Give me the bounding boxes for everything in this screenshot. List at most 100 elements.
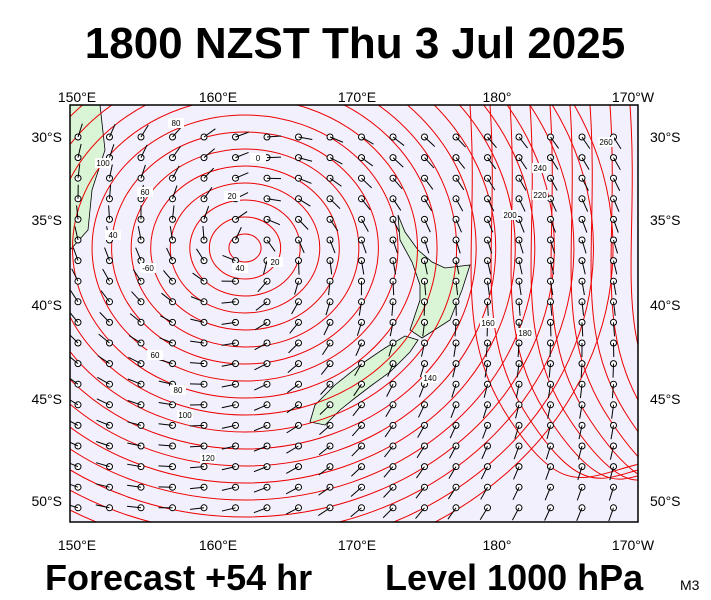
wind-barb [263,260,268,275]
contour-label-bg [502,210,518,220]
wind-barb [192,272,205,282]
lat-label-right: 40°S [650,297,681,313]
wind-barb [77,143,82,158]
wind-barb [455,260,460,275]
wind-barb [581,177,589,191]
wind-barb [422,322,425,337]
wind-barb [353,383,362,397]
wind-barb [482,404,488,419]
wind-barb [102,268,110,282]
contour-label: 100 [96,159,110,168]
forecast-label: Forecast +54 hr [45,557,312,598]
isobar [70,105,497,467]
wind-barb [361,260,365,275]
wind-barb [511,507,520,521]
wind-barb [449,445,457,459]
contour-label: 0 [256,154,261,163]
contour-label-bg [267,257,283,267]
wind-barb [318,507,331,516]
wind-barb [455,136,466,148]
wind-barb [109,164,113,179]
wind-barb [550,281,554,296]
wind-barb [221,445,236,450]
wind-barb [286,424,299,434]
wind-barb [581,198,589,212]
wind-barb [487,281,490,296]
wind-barb [382,507,394,519]
isobar [70,105,516,484]
title: 1800 NZST Thu 3 Jul 2025 [85,19,625,68]
wind-barb [253,486,268,493]
wind-barb [291,301,299,315]
wind-barb [447,486,457,500]
wind-barb [611,384,614,399]
wind-barb [329,219,339,232]
isobar [228,233,262,263]
wind-barb [383,466,394,478]
isobar [70,105,458,433]
lon-label-bottom: 160°E [199,537,237,553]
wind-barb [608,507,614,522]
wind-barb [351,445,362,457]
isobar [629,105,638,348]
isobar [70,105,477,450]
lon-label-top: 170°E [338,89,376,105]
wind-barb [70,441,79,447]
wind-barb [72,247,79,261]
wind-barb [609,445,614,460]
wind-barb [550,301,553,316]
wind-barb [70,289,79,303]
wind-barb [579,384,583,399]
isobar [111,131,379,365]
wind-barb [97,355,110,365]
wind-barb [70,462,79,468]
wind-barb [424,177,434,190]
wind-barb [172,185,178,199]
wind-barb [515,384,520,399]
wind-barb [140,164,146,179]
wind-barb [513,466,520,480]
wind-barb [581,260,586,275]
wind-barb [581,219,588,233]
contour-label-bg [517,328,533,338]
wind-barb [550,239,556,254]
wind-barb [70,420,79,426]
australia-coast [70,105,106,251]
wind-barb [329,198,341,209]
wind-barb [512,486,520,501]
contour-label-bg [200,453,216,463]
wind-barb [189,445,205,448]
wind-barb [613,322,615,337]
wind-barb [298,219,309,230]
wind-barb [127,442,142,447]
wind-barb [104,247,110,261]
wind-barb [550,219,556,233]
wind-barb [424,157,435,169]
wind-barb [548,363,551,378]
isobar [70,105,536,501]
contour-label: 40 [236,264,245,273]
wind-barb [163,270,173,282]
wind-barb [384,425,394,438]
wind-barb [392,260,397,275]
wind-barb [576,507,583,521]
wind-barb [266,218,281,226]
wind-barb [253,466,268,473]
contour-label: 120 [201,454,215,463]
wind-barb [579,404,583,419]
wind-barb [235,131,249,138]
wind-barb [424,239,430,254]
wind-barb [96,398,110,406]
lon-label-bottom: 170°E [338,537,376,553]
wind-barb [517,342,520,358]
wind-barb [484,363,488,378]
wind-barb [455,281,459,296]
wind-barb [487,260,492,275]
isobar [589,105,638,433]
wind-barb [140,124,149,138]
wind-barb [485,342,488,357]
wind-barb [418,384,425,398]
contour-label: 180 [518,329,532,338]
wind-barb [515,404,520,419]
wind-barb [577,445,583,460]
